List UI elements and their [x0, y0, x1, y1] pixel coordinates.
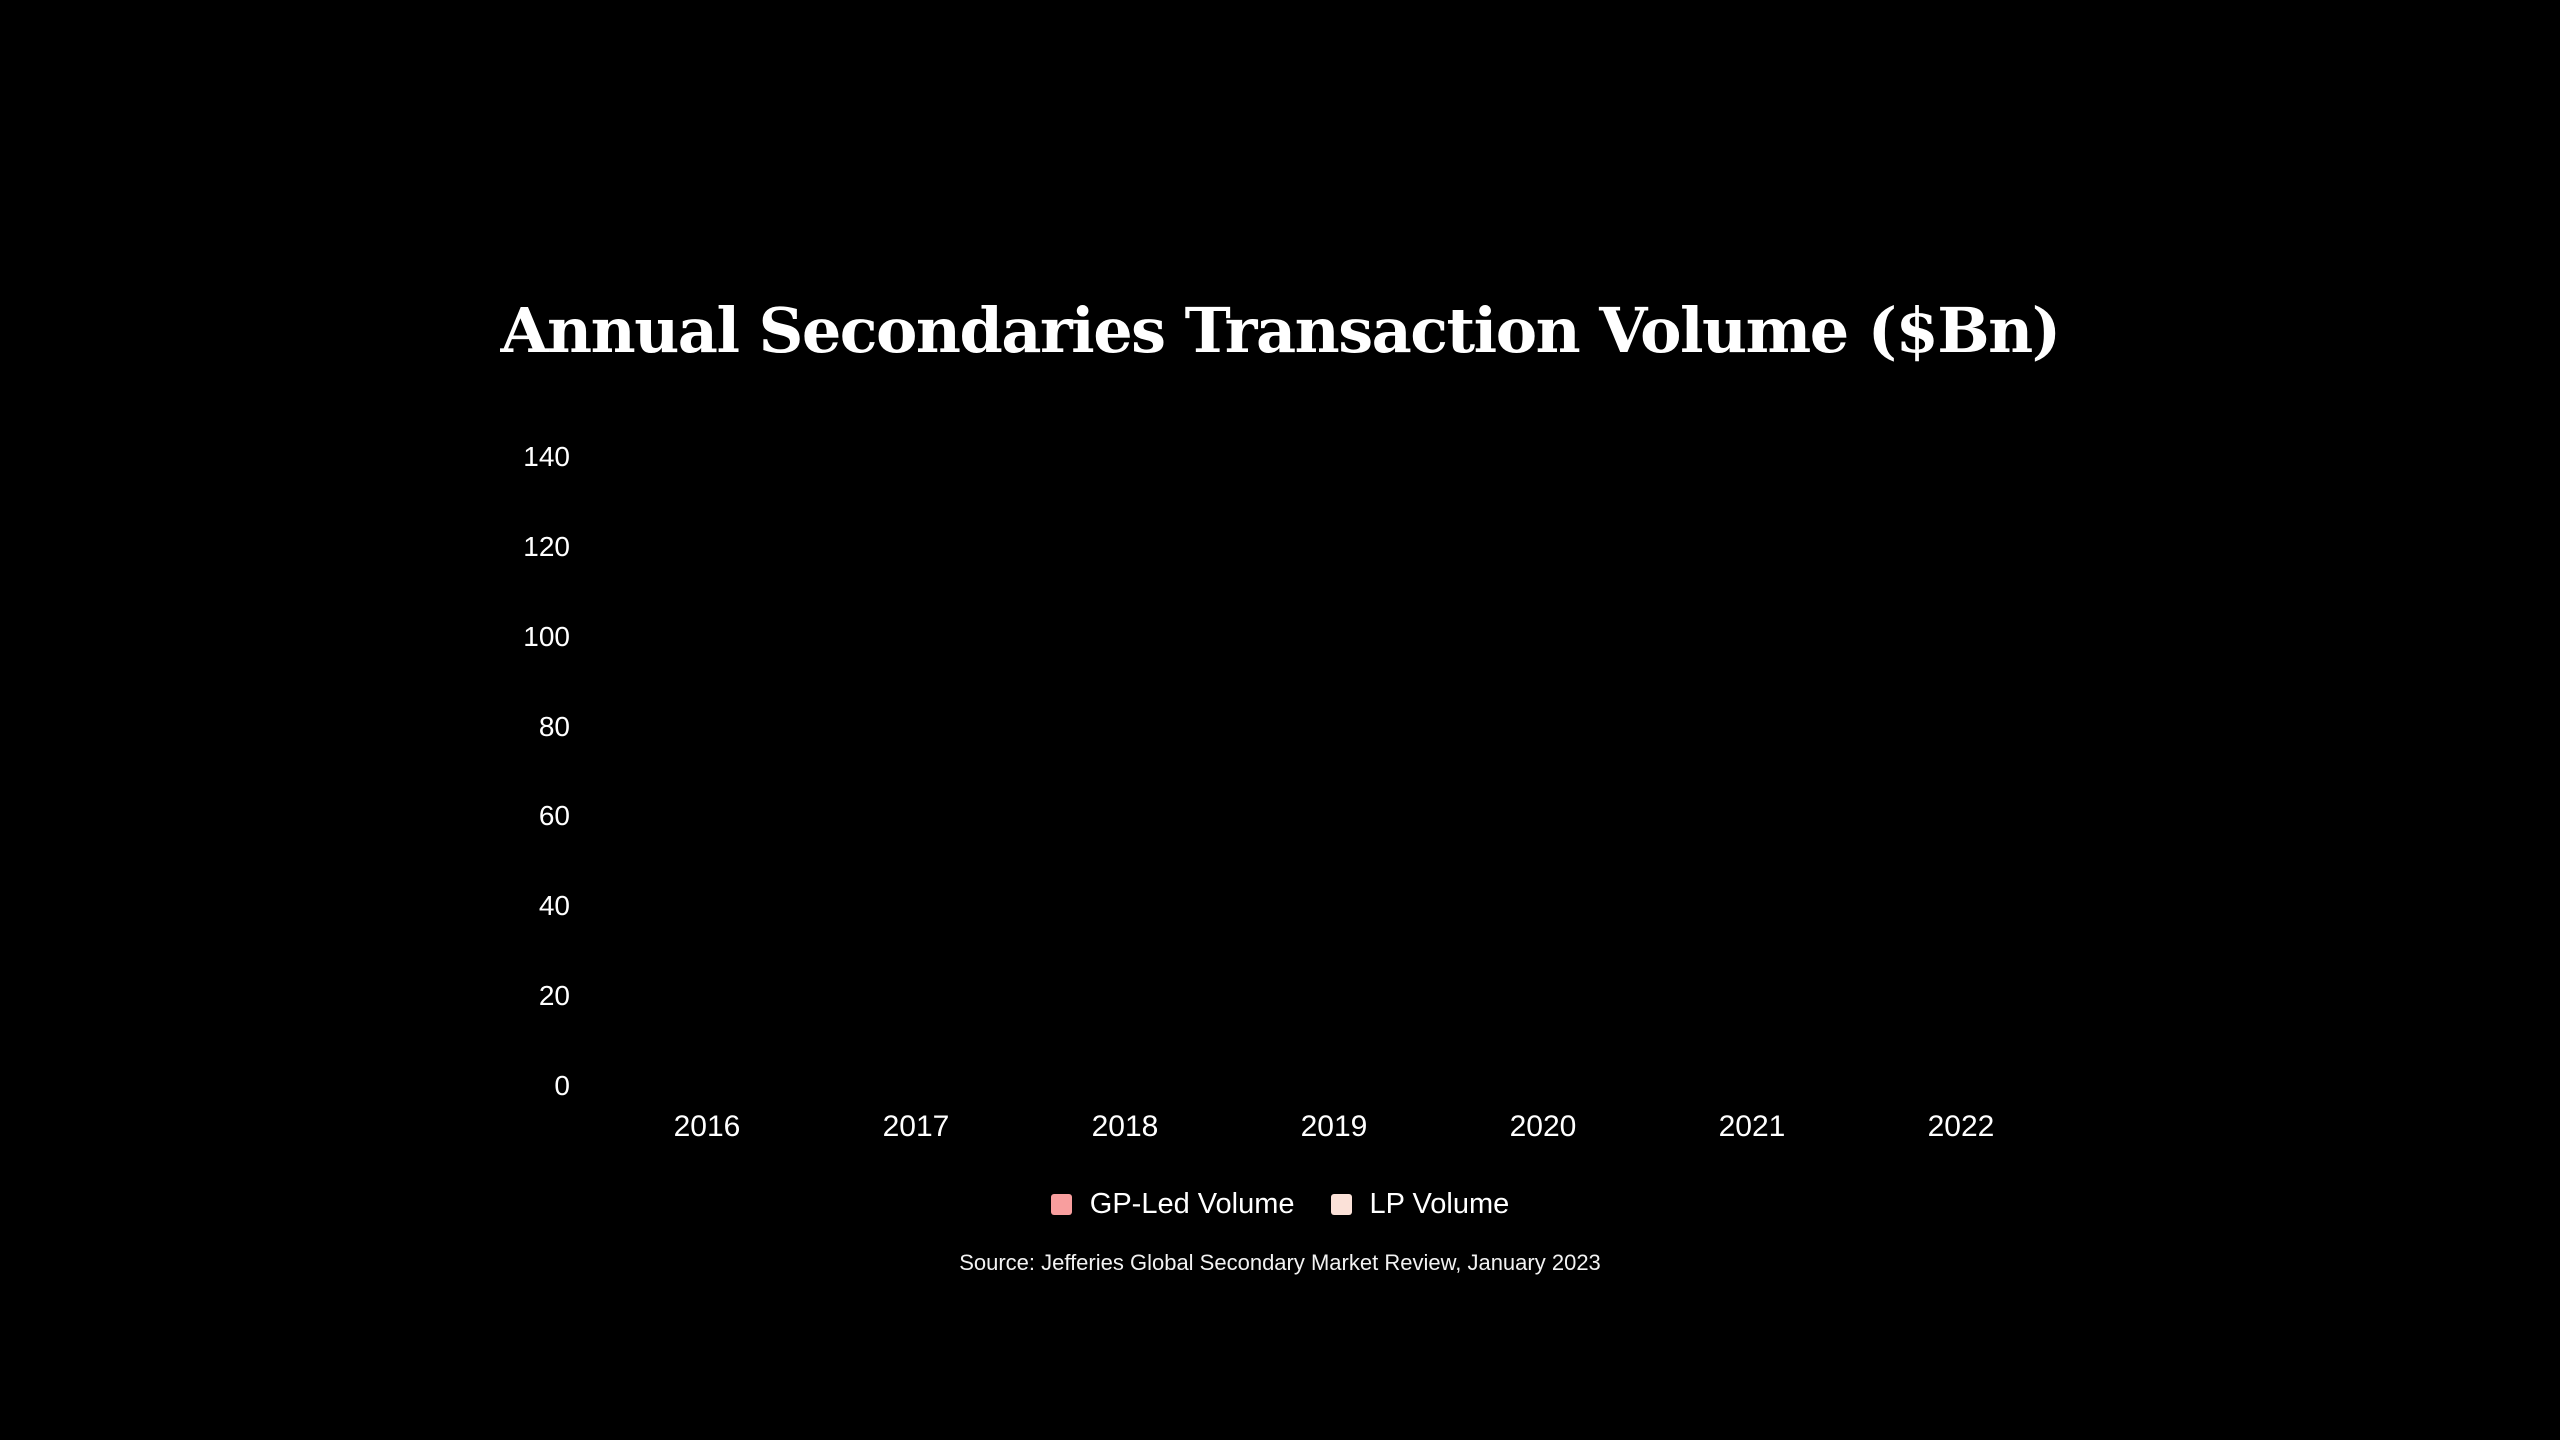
chart-title: Annual Secondaries Transaction Volume ($… — [500, 294, 2061, 367]
y-axis-tick-label: 60 — [538, 800, 570, 831]
x-axis-tick-label: 2016 — [673, 1110, 741, 1143]
x-axis-tick-label: 2018 — [1091, 1110, 1159, 1143]
x-axis-tick-label: 2017 — [882, 1110, 950, 1143]
x-axis-tick-label: 2022 — [1927, 1110, 1995, 1143]
x-axis-tick-label: 2021 — [1718, 1110, 1786, 1143]
legend-label-gp-led-volume: GP-Led Volume — [1089, 1188, 1295, 1220]
legend-color-swatch-lp-icon — [1330, 1194, 1352, 1215]
y-axis-tick-label: 20 — [538, 980, 570, 1011]
y-axis-tick-label: 40 — [538, 890, 570, 921]
legend-item-lp-volume[interactable]: LP Volume — [1330, 1188, 1510, 1221]
y-axis-tick-label: 120 — [523, 531, 570, 562]
y-axis-tick-label: 80 — [538, 711, 570, 742]
legend-label-lp-volume: LP Volume — [1369, 1188, 1510, 1220]
y-axis-tick-label: 0 — [554, 1070, 570, 1101]
source-note: Source: Jefferies Global Secondary Marke… — [959, 1250, 1601, 1275]
y-axis-tick-label: 100 — [523, 621, 570, 652]
legend-color-swatch-gp-led-icon — [1050, 1194, 1072, 1215]
y-axis-tick-label: 140 — [523, 441, 570, 472]
legend: GP-Led Volume LP Volume — [0, 1188, 2560, 1221]
x-axis-tick-label: 2019 — [1300, 1110, 1368, 1143]
x-axis-tick-label: 2020 — [1509, 1110, 1577, 1143]
legend-item-gp-led-volume[interactable]: GP-Led Volume — [1050, 1188, 1295, 1221]
plot-area[interactable] — [600, 443, 2065, 1086]
